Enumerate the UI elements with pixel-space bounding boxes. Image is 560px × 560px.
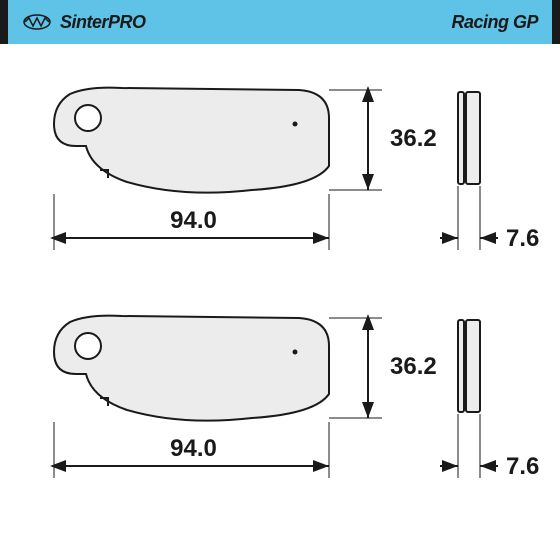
brand-logo: SinterPRO [22, 12, 146, 33]
svg-text:36.2: 36.2 [390, 125, 437, 152]
brand-logo-icon [22, 13, 52, 31]
svg-text:7.6: 7.6 [506, 225, 539, 252]
brand-name-right: Racing GP [451, 12, 538, 33]
header-bar: SinterPRO Racing GP [0, 0, 560, 44]
diagram-area: 36.2 94.0 7.6 36.2 94.0 7.6 [0, 44, 560, 560]
svg-text:7.6: 7.6 [506, 453, 539, 480]
technical-diagram: 36.2 94.0 7.6 36.2 94.0 7.6 [0, 44, 560, 560]
brand-name-left: SinterPRO [60, 12, 146, 33]
svg-text:94.0: 94.0 [170, 435, 217, 462]
svg-text:36.2: 36.2 [390, 353, 437, 380]
svg-text:94.0: 94.0 [170, 207, 217, 234]
